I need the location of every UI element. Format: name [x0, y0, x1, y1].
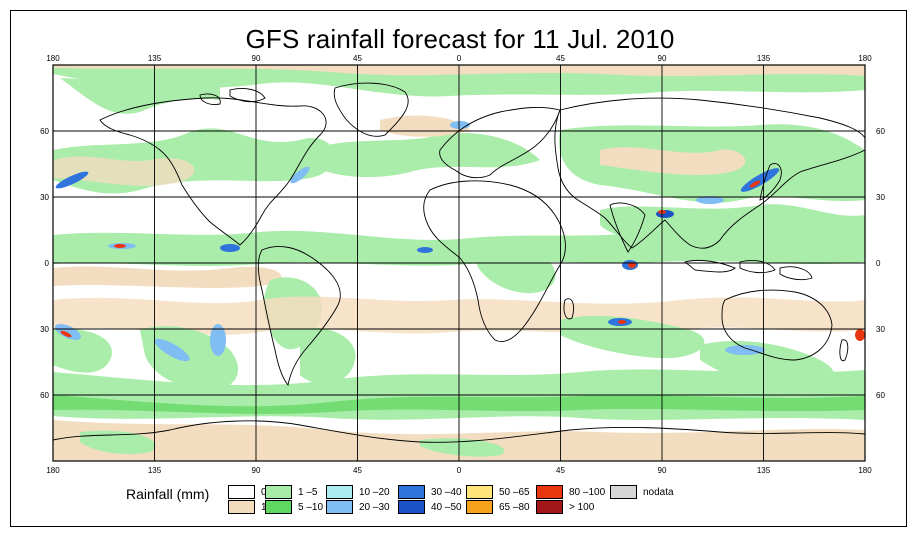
bottom-lon-tick: 90: [252, 466, 261, 475]
top-lon-tick: 45: [556, 54, 565, 63]
top-lon-tick: 135: [148, 54, 162, 63]
legend-swatch: [265, 485, 292, 499]
top-lon-tick: 180: [858, 54, 872, 63]
top-lon-tick: 135: [757, 54, 771, 63]
legend-item: 1: [228, 500, 267, 514]
legend-item: 0: [228, 485, 267, 499]
left-lat-tick: 60: [40, 391, 49, 400]
legend-label: nodata: [643, 486, 674, 498]
bottom-lon-tick: 180: [46, 466, 60, 475]
left-lat-tick: 30: [40, 325, 49, 334]
top-lon-tick: 90: [658, 54, 667, 63]
right-lat-tick-labels: 60 30 0 30 60: [876, 127, 885, 400]
left-lat-tick: 30: [40, 193, 49, 202]
legend-label: 1: [261, 501, 267, 513]
legend-swatch: [326, 500, 353, 514]
legend-label: 30 –40: [431, 486, 462, 498]
top-lon-tick: 90: [252, 54, 261, 63]
legend-swatch: [228, 500, 255, 514]
legend-item: > 100: [536, 500, 594, 514]
legend-item: 5 –10: [265, 500, 323, 514]
legend-item: 40 –50: [398, 500, 462, 514]
legend-label: > 100: [569, 501, 595, 513]
left-lat-tick-labels: 60 30 0 30 60: [40, 127, 49, 400]
legend-swatch: [398, 485, 425, 499]
top-lon-tick: 45: [353, 54, 362, 63]
bottom-lon-tick: 0: [457, 466, 462, 475]
right-lat-tick: 30: [876, 193, 885, 202]
legend-swatch: [326, 485, 353, 499]
legend-swatch: [466, 485, 493, 499]
legend-item: 30 –40: [398, 485, 462, 499]
legend-item: 80 –100: [536, 485, 605, 499]
right-lat-tick: 60: [876, 391, 885, 400]
bottom-lon-tick: 135: [757, 466, 771, 475]
legend-swatch: [398, 500, 425, 514]
left-lat-tick: 60: [40, 127, 49, 136]
legend-label: 10 –20: [359, 486, 390, 498]
legend-item: 1 –5: [265, 485, 317, 499]
legend-swatch: [536, 485, 563, 499]
right-lat-tick: 0: [876, 259, 881, 268]
bottom-lon-tick: 180: [858, 466, 872, 475]
right-lat-tick: 30: [876, 325, 885, 334]
map-title: GFS rainfall forecast for 11 Jul. 2010: [245, 24, 675, 54]
legend-title: Rainfall (mm): [126, 486, 210, 502]
legend-label: 1 –5: [298, 486, 318, 498]
legend-label: 80 –100: [569, 486, 606, 498]
top-lon-tick: 0: [457, 54, 462, 63]
legend-swatch: [536, 500, 563, 514]
legend-label: 5 –10: [298, 501, 324, 513]
legend-label: 20 –30: [359, 501, 390, 513]
legend-label: 40 –50: [431, 501, 462, 513]
legend-item: nodata: [610, 485, 674, 499]
legend-swatch: [610, 485, 637, 499]
legend-swatch: [466, 500, 493, 514]
left-lat-tick: 0: [45, 259, 50, 268]
map-border: [52, 64, 866, 462]
graticule: [53, 65, 865, 461]
top-lon-tick-labels: 180 135 90 45 0 45 90 135 180: [46, 54, 872, 63]
legend-item: 50 –65: [466, 485, 530, 499]
legend-swatch: [265, 500, 292, 514]
legend-item: 20 –30: [326, 500, 390, 514]
top-lon-tick: 180: [46, 54, 60, 63]
bottom-lon-tick: 45: [353, 466, 362, 475]
bottom-lon-tick-labels: 180 135 90 45 0 45 90 135 180: [46, 466, 872, 475]
legend-label: 50 –65: [499, 486, 530, 498]
bottom-lon-tick: 90: [658, 466, 667, 475]
heavy-rain-cores: [55, 121, 865, 362]
bottom-lon-tick: 135: [148, 466, 162, 475]
legend-item: 65 –80: [466, 500, 530, 514]
legend-label: 0: [261, 486, 267, 498]
bottom-lon-tick: 45: [556, 466, 565, 475]
legend-label: 65 –80: [499, 501, 530, 513]
legend-swatch: [228, 485, 255, 499]
right-lat-tick: 60: [876, 127, 885, 136]
legend-item: 10 –20: [326, 485, 390, 499]
